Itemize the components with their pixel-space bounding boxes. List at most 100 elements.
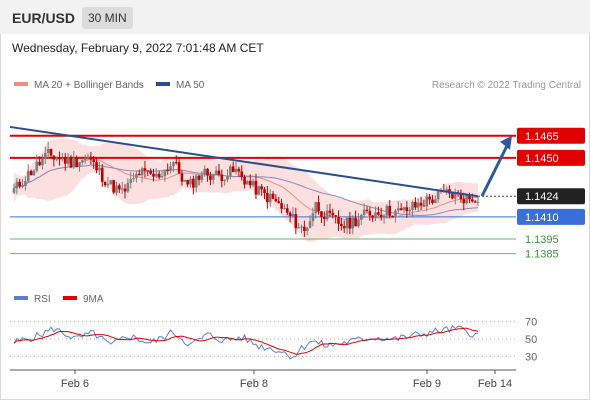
- candle-61: [186, 179, 189, 187]
- candle-body-76: [229, 166, 232, 176]
- candle-9: [38, 156, 41, 167]
- candle-body-35: [112, 180, 115, 193]
- level-tag-1.1410: [517, 208, 585, 225]
- candle-106: [314, 201, 318, 219]
- candle-55: [169, 161, 172, 174]
- candle-40: [126, 178, 130, 194]
- candle-body-20: [69, 157, 73, 168]
- candle-body-85: [254, 180, 258, 195]
- candle-66: [200, 171, 204, 183]
- candle-body-104: [308, 221, 312, 228]
- candle-body-34: [109, 180, 113, 185]
- candle-73: [220, 169, 224, 188]
- candle-62: [189, 176, 192, 188]
- candle-1: [15, 177, 19, 194]
- candle-100: [297, 222, 300, 229]
- legend-label-ma20: MA 20 + Bollinger Bands: [34, 80, 144, 91]
- candle-body-63: [192, 178, 195, 188]
- candle-125: [368, 207, 372, 221]
- candle-body-118: [348, 217, 352, 229]
- candle-body-36: [115, 185, 118, 193]
- time-tick-label-1: Feb 8: [240, 378, 268, 390]
- candle-body-86: [257, 186, 261, 195]
- candle-31: [100, 163, 104, 187]
- candle-body-17: [61, 158, 64, 160]
- candle-101: [300, 224, 303, 234]
- candle-body-112: [331, 212, 335, 216]
- level-label-1.1395: 1.1395: [525, 234, 559, 246]
- candle-body-67: [203, 168, 207, 175]
- candle-36: [115, 182, 118, 196]
- candle-body-79: [237, 168, 241, 172]
- legend-ma20: MA 20 + Bollinger Bands: [14, 80, 144, 91]
- candle-80: [240, 165, 244, 181]
- candle-body-137: [402, 207, 406, 210]
- timeframe-badge[interactable]: 30 MIN: [82, 7, 133, 29]
- time-tick-label-3: Feb 14: [478, 378, 512, 390]
- candle-body-1: [15, 181, 19, 189]
- timestamp: Wednesday, February 9, 2022 7:01:48 AM C…: [12, 41, 264, 55]
- candle-3: [21, 179, 24, 188]
- candle-92: [274, 194, 278, 203]
- candle-body-125: [368, 210, 372, 216]
- candles-layer: [12, 141, 480, 237]
- candle-body-160: [468, 195, 471, 200]
- candle-body-43: [135, 173, 138, 179]
- candle-body-123: [362, 209, 366, 216]
- candle-body-12: [46, 148, 50, 154]
- candle-body-0: [12, 188, 16, 193]
- candle-body-52: [160, 176, 164, 178]
- candle-body-29: [95, 161, 98, 171]
- candle-147: [431, 195, 434, 205]
- candle-26: [86, 153, 90, 161]
- candle-body-2: [18, 181, 21, 187]
- candle-body-4: [24, 181, 27, 186]
- candle-body-83: [248, 180, 252, 186]
- candle-113: [334, 214, 337, 224]
- time-tick-label-0: Feb 6: [61, 378, 89, 390]
- candle-body-97: [288, 212, 292, 217]
- candle-body-155: [453, 192, 457, 199]
- level-label-1.1385: 1.1385: [525, 249, 559, 261]
- candle-body-11: [44, 153, 47, 159]
- candle-body-130: [382, 215, 386, 217]
- candle-131: [385, 204, 389, 219]
- candle-body-38: [120, 188, 124, 190]
- candle-body-93: [277, 201, 281, 204]
- legend-ma50: MA 50: [156, 80, 204, 91]
- candle-body-51: [157, 173, 161, 178]
- candle-body-107: [317, 202, 320, 212]
- candle-91: [271, 190, 275, 200]
- legend-9ma: 9MA: [63, 294, 104, 305]
- candle-85: [254, 173, 258, 200]
- candle-body-44: [137, 173, 141, 176]
- candle-143: [419, 196, 423, 210]
- candle-body-80: [240, 171, 244, 177]
- candle-body-37: [118, 185, 121, 190]
- candle-body-18: [63, 158, 67, 164]
- candle-127: [374, 206, 377, 222]
- candle-53: [163, 169, 167, 182]
- candle-body-95: [283, 208, 286, 210]
- forecast-arrow-shaft: [480, 143, 510, 197]
- candle-83: [248, 174, 252, 189]
- candle-98: [291, 207, 295, 218]
- bollinger-band: [14, 138, 478, 242]
- candle-body-26: [86, 156, 90, 159]
- candle-115: [340, 217, 343, 231]
- candle-149: [436, 191, 440, 203]
- candle-body-102: [303, 226, 306, 232]
- candle-body-50: [155, 173, 158, 177]
- candle-96: [285, 203, 289, 216]
- legend-swatch-ma20: [14, 82, 28, 87]
- candle-141: [414, 197, 417, 211]
- candle-body-133: [391, 215, 394, 218]
- candle-body-139: [408, 209, 411, 212]
- candle-51: [157, 170, 161, 180]
- candle-body-45: [140, 168, 144, 176]
- candle-body-31: [100, 167, 104, 182]
- candle-body-23: [78, 162, 81, 167]
- candle-104: [308, 215, 312, 229]
- candle-body-147: [431, 199, 434, 204]
